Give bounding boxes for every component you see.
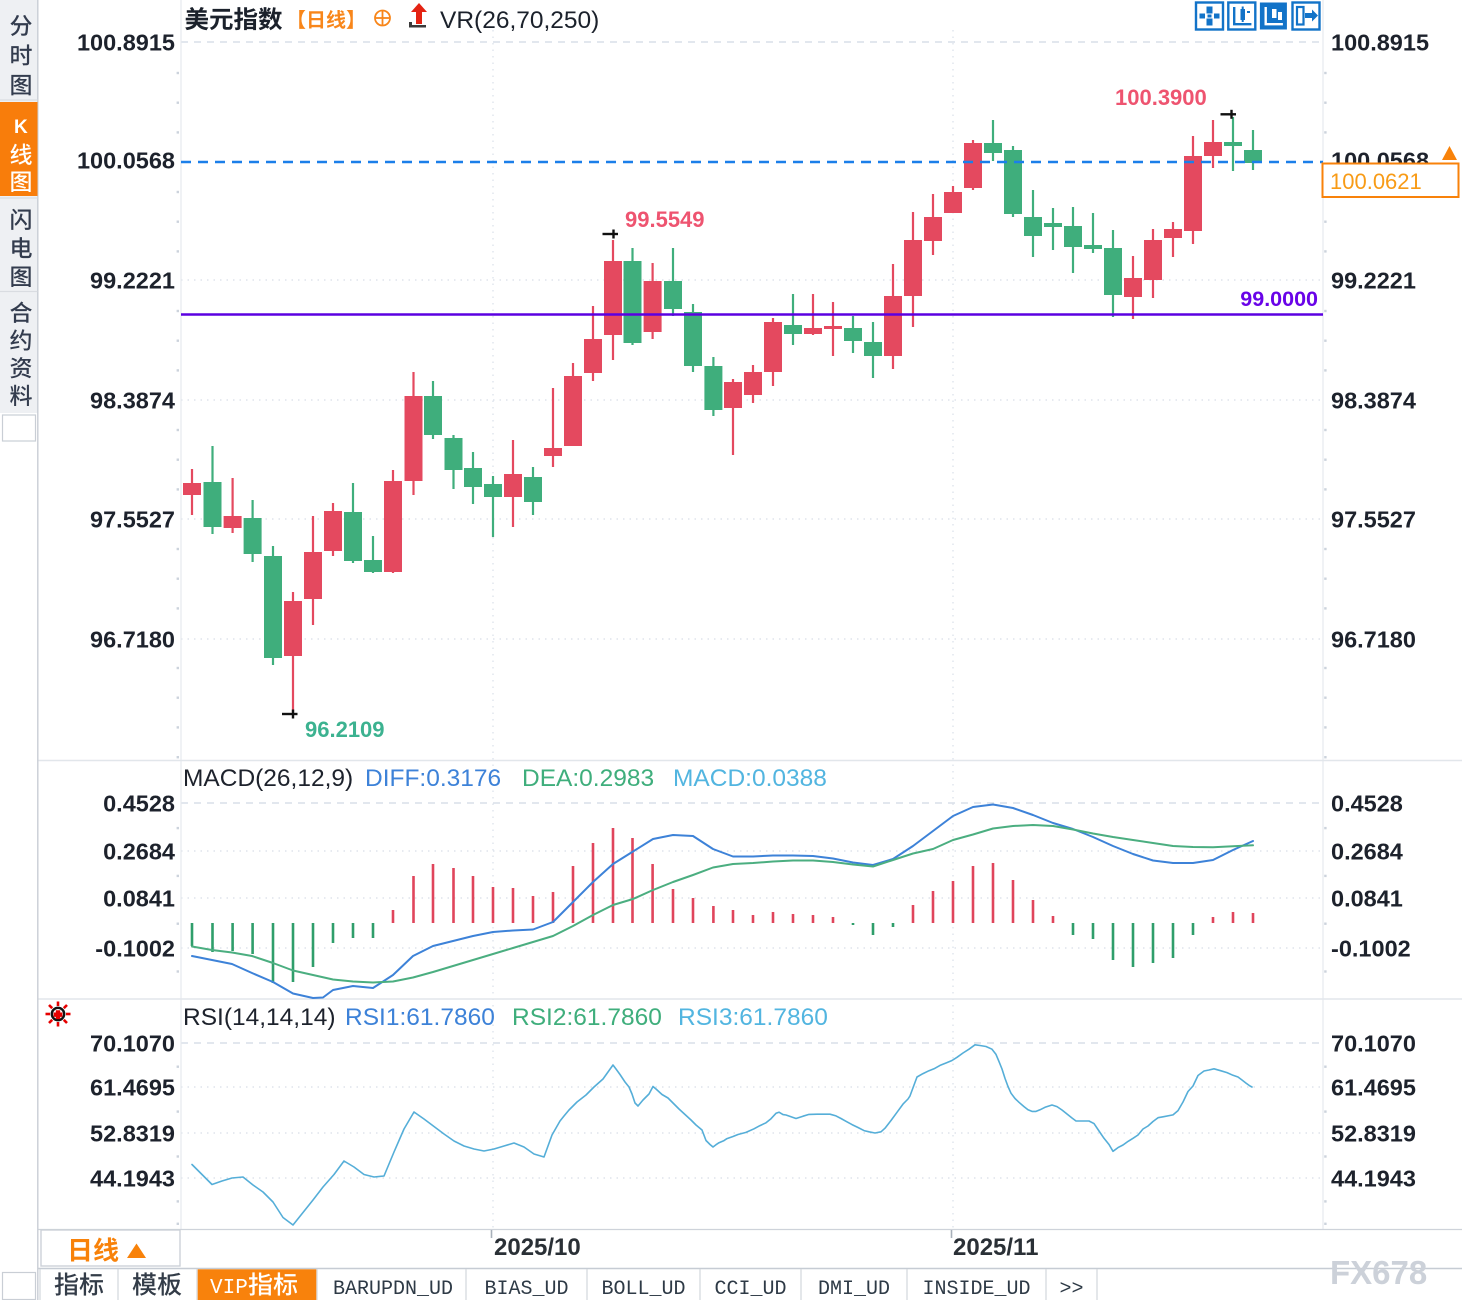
svg-text:BARUPDN_UD: BARUPDN_UD (333, 1278, 453, 1300)
svg-text:96.7180: 96.7180 (90, 627, 175, 653)
svg-text:INSIDE_UD: INSIDE_UD (922, 1278, 1030, 1300)
svg-text:0.4528: 0.4528 (1331, 791, 1403, 817)
svg-text:0.4528: 0.4528 (103, 791, 175, 817)
svg-text:VIP: VIP (210, 1277, 248, 1300)
svg-text:98.3874: 98.3874 (90, 388, 175, 414)
svg-text:>>: >> (1059, 1278, 1083, 1300)
svg-text:99.5549: 99.5549 (625, 207, 705, 232)
svg-text:-0.1002: -0.1002 (1331, 936, 1411, 962)
svg-text:0.2684: 0.2684 (103, 839, 175, 865)
svg-text:44.1943: 44.1943 (90, 1166, 175, 1192)
svg-text:0.0841: 0.0841 (103, 886, 175, 912)
svg-text:100.0621: 100.0621 (1330, 169, 1422, 194)
svg-text:96.7180: 96.7180 (1331, 627, 1416, 653)
svg-text:61.4695: 61.4695 (90, 1075, 175, 1101)
svg-text:DIFF:0.3176: DIFF:0.3176 (365, 765, 501, 792)
svg-text:100.0568: 100.0568 (77, 148, 175, 174)
svg-text:DEA:0.2983: DEA:0.2983 (522, 765, 654, 792)
svg-text:K: K (14, 117, 28, 138)
svg-text:0.2684: 0.2684 (1331, 839, 1403, 865)
svg-text:MACD(26,12,9): MACD(26,12,9) (183, 765, 353, 792)
svg-text:99.0000: 99.0000 (1240, 287, 1318, 311)
svg-text:96.2109: 96.2109 (305, 717, 385, 742)
svg-text:RSI(14,14,14): RSI(14,14,14) (183, 1004, 336, 1031)
svg-text:BOLL_UD: BOLL_UD (601, 1278, 685, 1300)
svg-text:99.2221: 99.2221 (1331, 268, 1416, 294)
svg-text:52.8319: 52.8319 (90, 1121, 175, 1147)
svg-text:0.0841: 0.0841 (1331, 886, 1403, 912)
svg-text:61.4695: 61.4695 (1331, 1075, 1416, 1101)
svg-text:100.8915: 100.8915 (1331, 30, 1429, 56)
svg-text:70.1070: 70.1070 (1331, 1031, 1416, 1057)
svg-text:99.2221: 99.2221 (90, 268, 175, 294)
svg-text:97.5527: 97.5527 (1331, 507, 1416, 533)
svg-text:RSI3:61.7860: RSI3:61.7860 (678, 1004, 828, 1031)
svg-text:97.5527: 97.5527 (90, 507, 175, 533)
svg-text:VR(26,70,250): VR(26,70,250) (440, 7, 599, 34)
svg-text:44.1943: 44.1943 (1331, 1166, 1416, 1192)
svg-text:70.1070: 70.1070 (90, 1031, 175, 1057)
svg-text:2025/11: 2025/11 (953, 1234, 1038, 1261)
svg-text:-0.1002: -0.1002 (95, 936, 175, 962)
svg-text:100.8915: 100.8915 (77, 30, 175, 56)
svg-text:BIAS_UD: BIAS_UD (484, 1278, 568, 1300)
svg-text:RSI2:61.7860: RSI2:61.7860 (512, 1004, 662, 1031)
svg-text:CCI_UD: CCI_UD (714, 1278, 786, 1300)
svg-text:100.3900: 100.3900 (1115, 85, 1207, 110)
svg-text:FX678: FX678 (1330, 1254, 1427, 1291)
svg-text:DMI_UD: DMI_UD (818, 1278, 890, 1300)
svg-text:MACD:0.0388: MACD:0.0388 (673, 765, 827, 792)
svg-text:RSI1:61.7860: RSI1:61.7860 (345, 1004, 495, 1031)
svg-text:2025/10: 2025/10 (494, 1234, 581, 1261)
svg-text:52.8319: 52.8319 (1331, 1121, 1416, 1147)
svg-text:98.3874: 98.3874 (1331, 388, 1416, 414)
